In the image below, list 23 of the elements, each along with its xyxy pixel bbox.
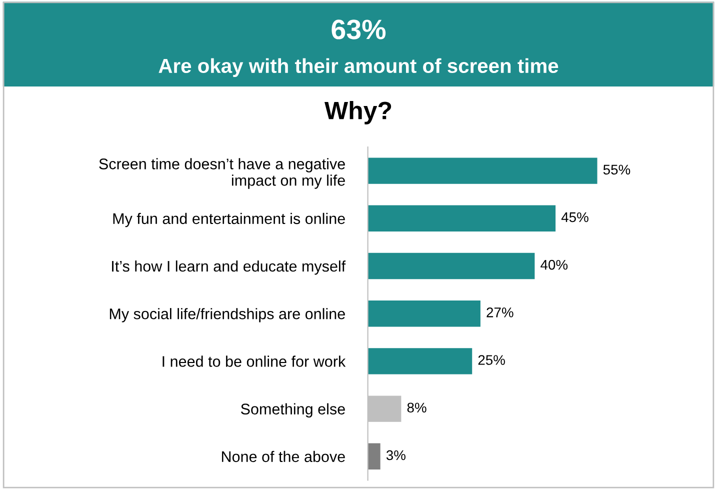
data-label: 40%: [540, 260, 568, 270]
bar: [368, 300, 480, 327]
bar: [368, 205, 556, 232]
y-tick-label: Screen time doesn’t have a negative impact on my life: [99, 158, 345, 189]
y-tick-label: I need to be online for work: [162, 356, 346, 367]
y-tick-label: My social life/friendships are online: [110, 308, 345, 322]
y-tick-label: My fun and entertainment is online: [113, 212, 345, 228]
bar: [368, 158, 598, 184]
bar: [368, 252, 535, 280]
bar: [368, 348, 472, 374]
data-label: 8%: [407, 402, 426, 413]
data-label: 27%: [486, 307, 514, 318]
data-label: 45%: [561, 212, 588, 222]
chart-title: 63%: [332, 20, 386, 40]
y-tick-label: It’s how I learn and educate myself: [112, 260, 346, 275]
chart-subtitle: Are okay with their amount of screen time: [158, 58, 558, 78]
data-label: 25%: [478, 355, 505, 365]
y-tick-label: Something else: [240, 403, 345, 418]
data-label: 3%: [386, 450, 406, 460]
y-tick-label: None of the above: [222, 450, 345, 462]
data-label: 55%: [603, 164, 630, 175]
text: Why?: [324, 101, 392, 124]
bar: [368, 443, 380, 470]
